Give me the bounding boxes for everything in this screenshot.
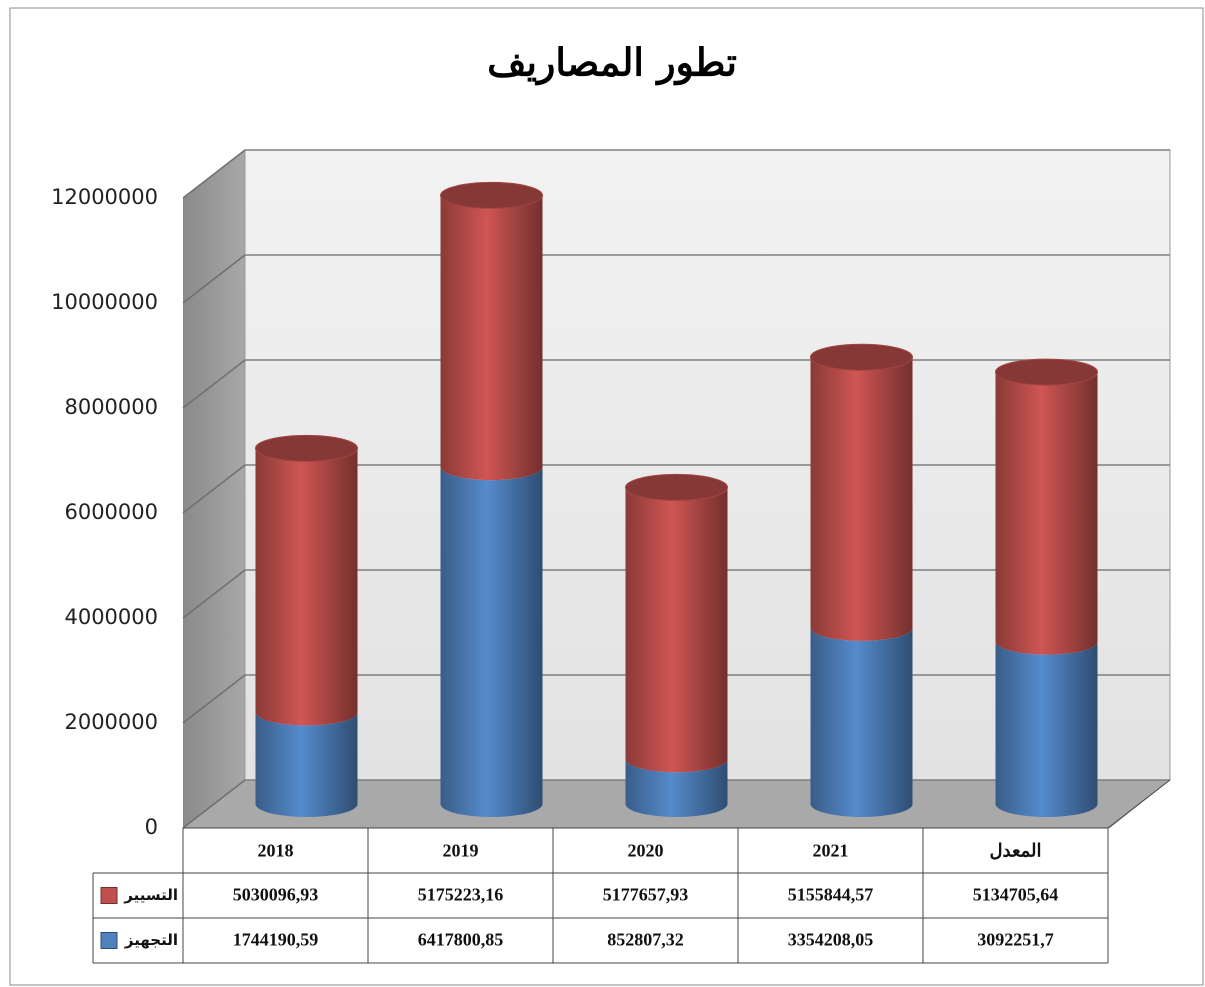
- data-label: 6417800,85: [418, 930, 504, 950]
- side-grid-line: [182, 464, 246, 514]
- bar-segment: [995, 372, 1098, 655]
- data-label: 1744190,59: [233, 930, 319, 950]
- side-grid-line: [182, 779, 246, 829]
- side-grid-line: [182, 674, 246, 724]
- side-grid-line: [182, 149, 246, 199]
- bar-segment: [255, 448, 358, 726]
- legend-swatch: [100, 887, 118, 904]
- y-tick-label: 10000000: [51, 290, 158, 314]
- chart-title: تطور المصاريف: [487, 40, 737, 86]
- y-tick-label: 6000000: [64, 500, 158, 524]
- y-tick-label: 4000000: [64, 605, 158, 629]
- y-tick-label: 12000000: [51, 185, 158, 209]
- data-label: 5030096,93: [233, 885, 319, 905]
- legend-label: التسيير: [123, 886, 178, 904]
- x-tick-label: 2019: [443, 841, 479, 861]
- bar-top: [625, 473, 728, 501]
- bar-segment: [995, 641, 1098, 818]
- data-label: 3354208,05: [788, 930, 874, 950]
- legend-swatch: [100, 932, 118, 949]
- data-label: 5155844,57: [788, 885, 874, 905]
- data-label: 5175223,16: [418, 885, 504, 905]
- x-tick-label: 2020: [628, 841, 664, 861]
- x-tick-label: المعدل: [989, 841, 1041, 861]
- bar-segment: [440, 467, 543, 818]
- bar-segment: [255, 712, 358, 818]
- side-grid-line: [182, 254, 246, 304]
- bar-top: [440, 181, 543, 209]
- bar-segment: [810, 357, 913, 641]
- table-line: [1107, 779, 1171, 829]
- data-label: 5134705,64: [973, 885, 1059, 905]
- y-tick-label: 8000000: [64, 395, 158, 419]
- y-tick-label: 0: [145, 815, 158, 839]
- bar-segment: [440, 195, 543, 481]
- side-grid-line: [182, 569, 246, 619]
- data-label: 3092251,7: [977, 930, 1054, 950]
- bar-top: [255, 434, 358, 462]
- bar-top: [810, 343, 913, 371]
- y-tick-label: 2000000: [64, 710, 158, 734]
- data-label: 852807,32: [607, 930, 684, 950]
- legend-label: التجهيز: [124, 931, 178, 949]
- bar-segment: [810, 627, 913, 817]
- data-label: 5177657,93: [603, 885, 689, 905]
- side-grid-line: [182, 359, 246, 409]
- x-tick-label: 2021: [813, 841, 849, 861]
- bar-top: [995, 358, 1098, 386]
- x-tick-label: 2018: [258, 841, 294, 861]
- bar-segment: [625, 487, 728, 773]
- bar-segment: [625, 759, 728, 818]
